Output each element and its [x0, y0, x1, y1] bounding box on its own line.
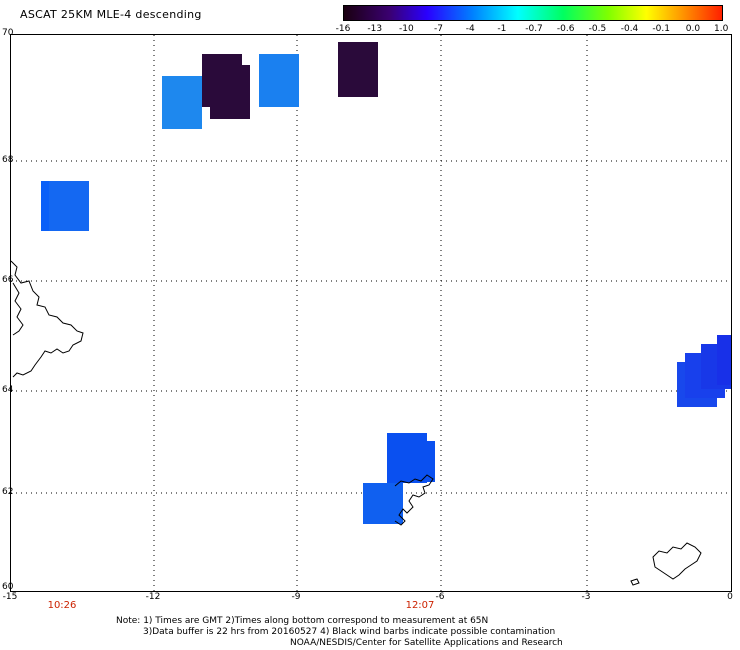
swath — [338, 42, 378, 97]
color-scale-bar — [343, 5, 723, 21]
lat-tick-label: 60 — [2, 582, 14, 592]
scale-label: -10 — [399, 24, 414, 34]
scale-label: -1 — [497, 24, 507, 34]
lat-tick-label: 64 — [2, 385, 14, 395]
lat-tick-label: 62 — [2, 487, 14, 497]
map-canvas — [11, 35, 731, 591]
greenland-coastline — [11, 260, 84, 378]
swath — [395, 441, 435, 482]
pass-time-label: 12:07 — [405, 600, 435, 611]
swath — [49, 181, 89, 231]
swath — [162, 76, 202, 129]
lat-tick-label: 70 — [2, 28, 14, 38]
scale-label: -4 — [465, 24, 475, 34]
scale-label: 0.0 — [685, 24, 701, 34]
note-line-1: Note: 1) Times are GMT 2)Times along bot… — [116, 616, 489, 626]
faroe-shetland-coastline — [394, 474, 434, 526]
lon-tick-label: -9 — [291, 592, 301, 602]
swath — [363, 483, 403, 524]
scale-label: -0.7 — [525, 24, 543, 34]
lon-tick-label: -3 — [581, 592, 591, 602]
note-line-2: 3)Data buffer is 22 hrs from 20160527 4)… — [143, 627, 556, 637]
swath — [259, 54, 299, 107]
pass-time-label: 10:26 — [47, 600, 77, 611]
scale-label: -0.6 — [556, 24, 575, 34]
lon-tick-label: -12 — [145, 592, 161, 602]
map-title: ASCAT 25KM MLE-4 descending — [20, 8, 202, 21]
scale-label: -13 — [367, 24, 383, 34]
norway-coastline — [630, 542, 702, 586]
lon-tick-label: -15 — [2, 592, 18, 602]
scale-label: -0.4 — [620, 24, 639, 34]
wind-swaths — [41, 42, 731, 524]
lat-tick-label: 66 — [2, 275, 14, 285]
scale-label: -0.1 — [652, 24, 670, 34]
scale-label: 1.0 — [714, 24, 729, 34]
lat-tick-label: 68 — [2, 155, 14, 165]
coastlines — [11, 260, 702, 586]
color-scale-labels: -16 -13 -10 -7 -4 -1 -0.7 -0.6 -0.5 -0.4… — [336, 24, 729, 36]
swath — [717, 335, 731, 385]
scale-label: -7 — [434, 24, 443, 34]
note-line-3: NOAA/NESDIS/Center for Satellite Applica… — [290, 638, 563, 648]
lon-tick-label: 0 — [727, 592, 733, 602]
lon-tick-label: -6 — [435, 592, 445, 602]
scale-label: -16 — [335, 24, 351, 34]
scale-label: -0.5 — [588, 24, 607, 34]
color-scale-gradient — [344, 6, 722, 20]
swath — [210, 65, 250, 119]
map-plot-area — [10, 34, 732, 592]
